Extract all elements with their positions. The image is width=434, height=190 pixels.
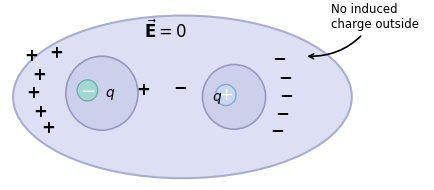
Text: +: + [26,84,40,102]
Text: −: − [270,121,284,139]
Text: −: − [173,78,187,96]
Text: −: − [272,49,286,67]
Text: +: + [49,44,63,63]
Ellipse shape [66,56,138,130]
Text: $-$: $-$ [80,81,95,99]
Text: −: − [275,105,289,123]
Text: $q$: $q$ [212,91,222,106]
Ellipse shape [77,80,98,101]
Ellipse shape [13,16,351,178]
Text: −: − [277,68,291,86]
Text: $q$: $q$ [105,87,115,102]
Text: $+$: $+$ [218,86,233,104]
Text: +: + [41,119,55,137]
Text: +: + [136,81,150,99]
Text: +: + [32,66,46,84]
Text: +: + [33,103,47,121]
Text: No induced
charge outside: No induced charge outside [308,3,418,59]
Ellipse shape [215,85,236,106]
Text: $\vec{\mathbf{E}} = 0$: $\vec{\mathbf{E}} = 0$ [144,19,187,42]
Ellipse shape [202,65,265,129]
Text: −: − [278,86,292,104]
Text: +: + [25,47,39,65]
